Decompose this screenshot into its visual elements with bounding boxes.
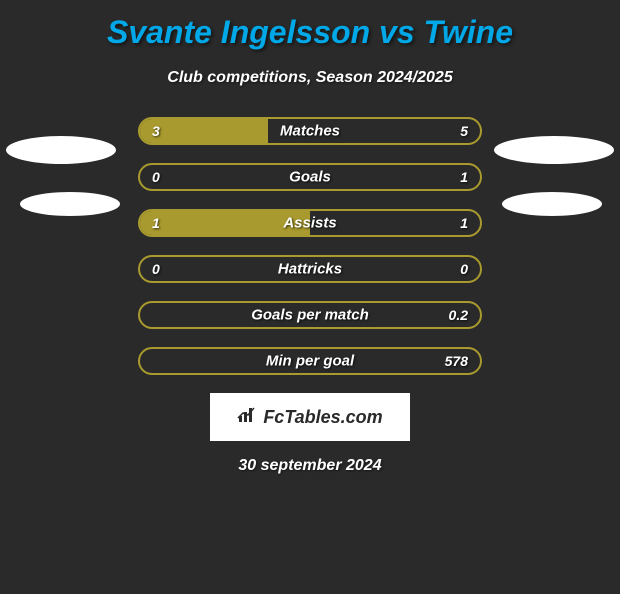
stat-row-hattricks: 0 Hattricks 0 (138, 255, 482, 283)
stat-row-assists: 1 Assists 1 (138, 209, 482, 237)
stat-label: Goals (289, 169, 331, 186)
stat-value-left: 0 (152, 261, 160, 277)
stat-value-right: 5 (460, 123, 468, 139)
stat-value-left: 0 (152, 169, 160, 185)
comparison-title: Svante Ingelsson vs Twine (0, 14, 620, 51)
logo-text: FcTables.com (263, 407, 382, 428)
stat-label: Goals per match (251, 307, 369, 324)
player-left-ellipse-1 (6, 136, 116, 164)
player-right-ellipse-1 (494, 136, 614, 164)
date-text: 30 september 2024 (0, 457, 620, 475)
stat-row-matches: 3 Matches 5 (138, 117, 482, 145)
stat-value-left: 3 (152, 123, 160, 139)
stat-value-right: 0 (460, 261, 468, 277)
stat-label: Min per goal (266, 353, 354, 370)
comparison-subtitle: Club competitions, Season 2024/2025 (0, 69, 620, 87)
chart-icon (237, 406, 257, 429)
stat-value-right: 1 (460, 215, 468, 231)
stat-row-goals-per-match: Goals per match 0.2 (138, 301, 482, 329)
stat-row-min-per-goal: Min per goal 578 (138, 347, 482, 375)
stat-value-left: 1 (152, 215, 160, 231)
stat-label: Assists (283, 215, 336, 232)
logo-box: FcTables.com (210, 393, 410, 441)
stat-label: Hattricks (278, 261, 342, 278)
stat-value-right: 578 (445, 353, 468, 369)
player-right-ellipse-2 (502, 192, 602, 216)
stat-value-right: 0.2 (449, 307, 468, 323)
stat-value-right: 1 (460, 169, 468, 185)
stat-label: Matches (280, 123, 340, 140)
player-left-ellipse-2 (20, 192, 120, 216)
stat-row-goals: 0 Goals 1 (138, 163, 482, 191)
